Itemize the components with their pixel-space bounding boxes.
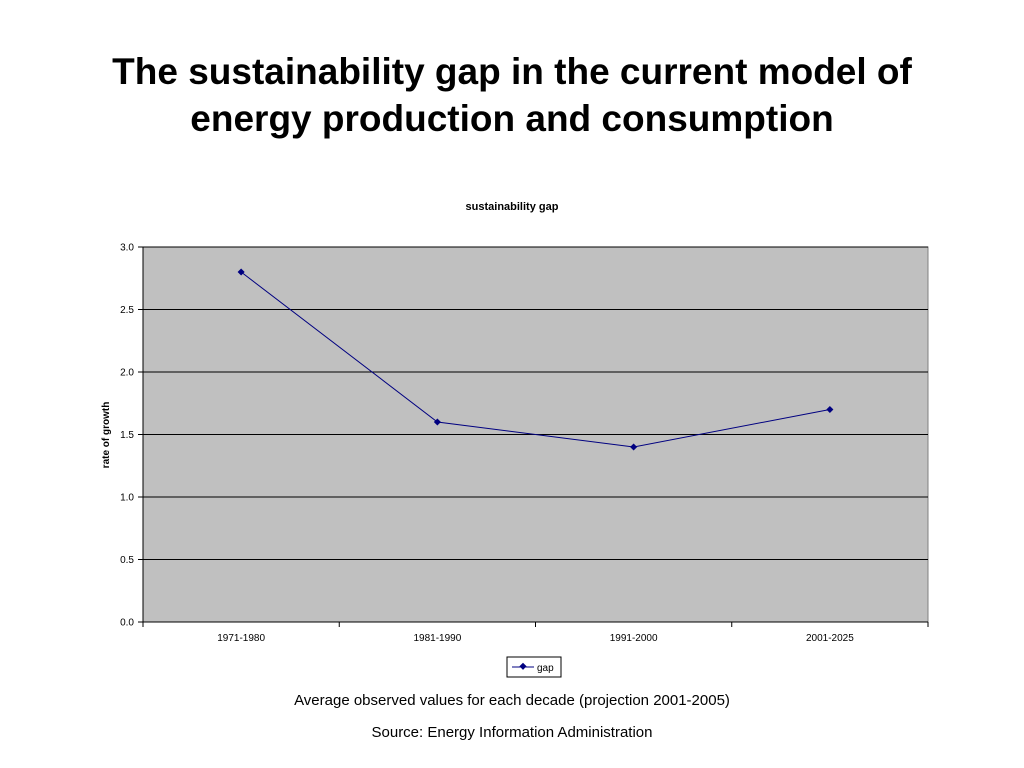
y-tick-label: 3.0 xyxy=(120,243,134,254)
line-chart: sustainability gap 0.0 0.5 1.0 1.5 2.0 2.5 3.0… xyxy=(101,201,929,678)
y-tick-label: 2.0 xyxy=(120,368,134,379)
slide-title-line-1: The sustainability gap in the current mo… xyxy=(112,51,912,92)
series-layer xyxy=(237,268,834,451)
x-tick-label: 1971-1980 xyxy=(217,633,265,644)
data-point xyxy=(826,405,834,414)
y-tick-label: 1.5 xyxy=(120,430,134,441)
series-line-gap xyxy=(240,271,830,448)
x-tick-label: 2001-2025 xyxy=(806,633,854,644)
legend-marker xyxy=(519,662,527,670)
source-note: Source: Energy Information Administratio… xyxy=(371,724,653,741)
y-axis: 0.0 0.5 1.0 1.5 2.0 2.5 3.0 xyxy=(120,243,144,629)
slide-title-line-2: energy production and consumption xyxy=(190,98,834,139)
legend: gap xyxy=(506,656,562,678)
data-point xyxy=(237,268,245,276)
y-tick-label: 0.0 xyxy=(120,618,134,629)
x-tick-label: 1981-1990 xyxy=(413,633,461,644)
slide-title: The sustainability gap in the current mo… xyxy=(40,48,984,142)
x-axis: 1971-1980 1981-1990 1991-2000 2001-2025 xyxy=(142,621,929,644)
x-tick-label: 1991-2000 xyxy=(610,633,658,644)
y-tick-label: 1.0 xyxy=(120,493,134,504)
y-tick-label: 0.5 xyxy=(120,555,134,566)
y-tick-label: 2.5 xyxy=(120,305,134,316)
chart-title: sustainability gap xyxy=(466,201,559,213)
data-point xyxy=(630,443,638,451)
y-axis-label: rate of growth xyxy=(101,402,112,469)
data-point xyxy=(433,418,441,426)
legend-label: gap xyxy=(537,663,554,674)
chart-caption: Average observed values for each decade … xyxy=(294,692,730,709)
